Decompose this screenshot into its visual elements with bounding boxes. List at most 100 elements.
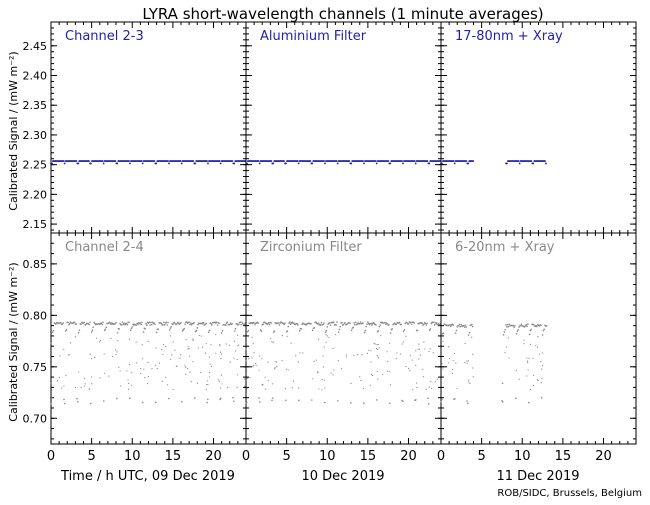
data-point xyxy=(254,323,256,326)
scatter-point xyxy=(74,336,77,338)
data-point xyxy=(518,162,521,165)
scatter-point xyxy=(418,358,420,360)
data-point xyxy=(428,162,431,165)
scatter-point xyxy=(376,370,378,372)
data-point xyxy=(270,160,273,162)
data-point xyxy=(436,322,438,324)
data-point xyxy=(116,331,119,334)
data-point xyxy=(506,162,508,165)
scatter-point xyxy=(541,377,543,379)
scatter-point xyxy=(185,373,187,375)
data-point xyxy=(59,321,62,324)
scatter-point xyxy=(245,348,247,350)
data-point xyxy=(285,399,287,402)
data-point xyxy=(391,328,394,330)
data-point xyxy=(189,323,191,326)
scatter-point xyxy=(154,364,157,366)
scatter-point xyxy=(171,354,173,356)
scatter-point xyxy=(350,382,352,384)
data-point xyxy=(518,326,520,328)
scatter-point xyxy=(252,342,254,344)
data-point xyxy=(211,324,213,326)
data-point xyxy=(103,329,106,332)
data-point xyxy=(150,321,152,324)
chart-title: LYRA short-wavelength channels (1 minute… xyxy=(142,5,543,23)
data-point xyxy=(145,322,147,325)
scatter-point xyxy=(428,386,430,388)
data-point xyxy=(149,324,151,326)
scatter-point xyxy=(200,335,202,337)
scatter-point xyxy=(333,369,335,371)
x-tick-label: 10 xyxy=(319,449,336,464)
data-point xyxy=(472,160,475,162)
scatter-point xyxy=(409,369,411,372)
scatter-point xyxy=(161,380,163,382)
scatter-point xyxy=(323,379,325,381)
data-point xyxy=(426,160,429,162)
scatter-point xyxy=(541,365,544,367)
scatter-point xyxy=(166,384,169,386)
scatter-point xyxy=(63,385,65,387)
scatter-point xyxy=(146,382,149,385)
data-point xyxy=(449,323,451,326)
scatter-point xyxy=(361,354,363,356)
data-point xyxy=(371,324,373,326)
data-point xyxy=(88,160,90,162)
data-point xyxy=(219,162,222,165)
data-point xyxy=(536,325,538,328)
scatter-point xyxy=(179,357,181,359)
data-point xyxy=(463,326,466,328)
scatter-point xyxy=(419,354,421,356)
scatter-point xyxy=(254,362,257,365)
data-point xyxy=(502,333,505,336)
data-point xyxy=(414,162,417,165)
scatter-point xyxy=(537,335,539,338)
data-point xyxy=(540,324,542,327)
data-point xyxy=(206,401,208,404)
scatter-point xyxy=(147,376,150,378)
scatter-point xyxy=(432,352,434,354)
scatter-point xyxy=(251,357,253,359)
scatter-point xyxy=(471,336,473,338)
data-point xyxy=(76,397,78,400)
data-point xyxy=(424,322,427,325)
scatter-point xyxy=(274,368,276,370)
scatter-point xyxy=(415,350,417,352)
data-point xyxy=(136,322,138,325)
data-point xyxy=(182,329,185,331)
y-axis-label-bottom: Calibrated Signal / (mW m⁻²) xyxy=(7,262,20,421)
scatter-point xyxy=(529,343,532,345)
scatter-point xyxy=(185,366,187,369)
data-point xyxy=(324,401,326,404)
data-point xyxy=(515,332,518,335)
scatter-point xyxy=(325,341,327,344)
data-point xyxy=(155,162,158,165)
data-point xyxy=(116,397,118,400)
data-point xyxy=(336,321,338,323)
scatter-point xyxy=(172,341,174,343)
scatter-point xyxy=(455,362,457,364)
data-point xyxy=(118,328,121,330)
data-point xyxy=(108,321,111,324)
data-point xyxy=(425,324,428,326)
scatter-point xyxy=(313,360,315,362)
scatter-point xyxy=(291,387,294,389)
data-point xyxy=(64,330,67,332)
data-point xyxy=(75,323,77,325)
data-point xyxy=(525,324,528,326)
scatter-point xyxy=(127,379,129,381)
scatter-point xyxy=(206,383,208,386)
panel-label: Channel 2-4 xyxy=(65,240,144,255)
scatter-point xyxy=(246,370,248,372)
scatter-point xyxy=(535,345,537,347)
data-point xyxy=(517,328,519,331)
scatter-point xyxy=(51,389,53,391)
data-point xyxy=(141,162,144,165)
data-point xyxy=(506,326,508,328)
scatter-point xyxy=(184,365,186,367)
data-point xyxy=(459,325,462,328)
scatter-point xyxy=(337,360,339,362)
data-point xyxy=(243,323,246,326)
scatter-point xyxy=(508,357,510,359)
data-point xyxy=(378,325,381,328)
